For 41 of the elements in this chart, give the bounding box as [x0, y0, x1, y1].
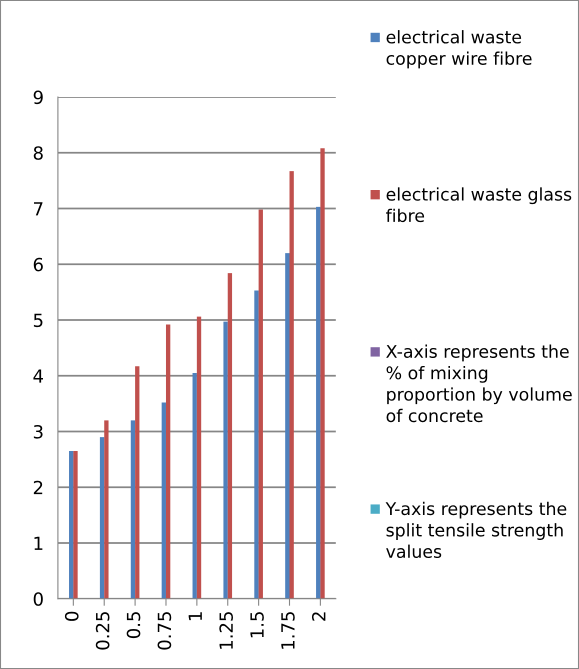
- y-tick-label: 6: [34, 258, 43, 272]
- x-tick-label: 1.75: [281, 612, 295, 649]
- bar: [290, 171, 294, 599]
- legend-label: Y-axis represents the split tensile strength values: [386, 502, 566, 558]
- legend-label: X-axis represents the % of mixing proportion by volume of concrete: [386, 344, 572, 422]
- bar: [69, 451, 74, 599]
- y-tick-label: 5: [34, 314, 42, 328]
- y-tick-label: 0: [34, 592, 43, 606]
- x-tick-label: 0.75: [158, 612, 172, 650]
- bar: [100, 437, 104, 599]
- legend-label: electrical waste glass fibre: [386, 187, 572, 222]
- bar: [254, 290, 259, 599]
- bar: [258, 210, 263, 599]
- bar: [285, 253, 290, 599]
- bar: [130, 420, 136, 599]
- legend-label: electrical waste copper wire fibre: [386, 30, 532, 68]
- y-tick-label: 9: [34, 90, 43, 104]
- x-tick-label: 2: [312, 612, 326, 621]
- y-tick-label: 4: [33, 369, 43, 383]
- x-tick-label: 0.5: [126, 612, 140, 638]
- bar: [228, 273, 232, 599]
- y-tick-label: 7: [34, 202, 42, 216]
- bar: [162, 402, 166, 599]
- y-tick-label: 2: [34, 480, 42, 494]
- y-tick-label: 8: [34, 146, 43, 160]
- bar: [316, 206, 320, 599]
- bar: [320, 148, 325, 599]
- x-tick-label: 0: [64, 612, 79, 621]
- y-tick-label: 3: [34, 424, 43, 439]
- bar: [192, 372, 197, 599]
- y-tick-label: 1: [34, 536, 42, 550]
- bar: [135, 366, 140, 599]
- bar: [73, 451, 78, 599]
- bar: [223, 322, 228, 599]
- x-tick-label: 1.25: [219, 612, 233, 649]
- bar: [104, 420, 109, 599]
- x-tick-label: 1.5: [250, 612, 264, 638]
- x-tick-label: 1: [188, 612, 202, 620]
- x-tick-label: 0.25: [96, 612, 110, 650]
- bar: [166, 324, 170, 599]
- bar: [196, 316, 202, 599]
